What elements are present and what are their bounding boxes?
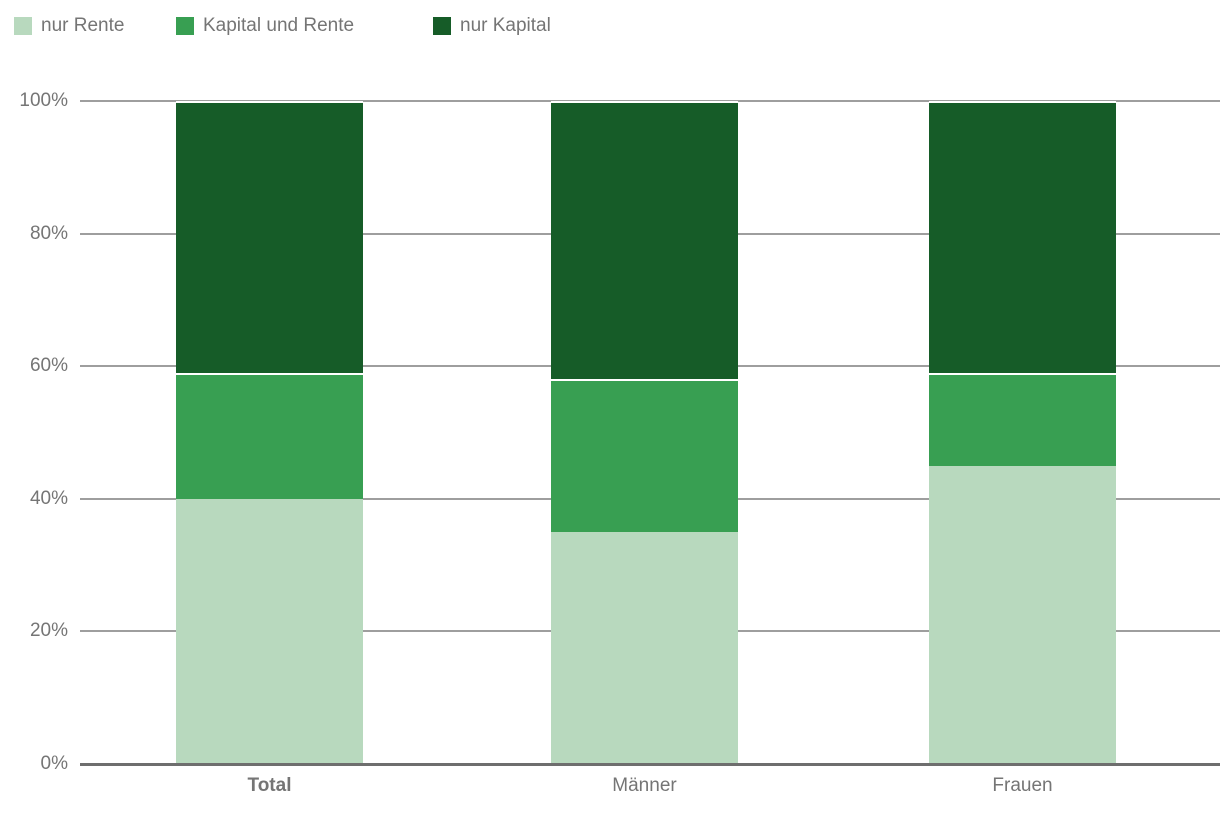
chart-legend: nur Rente Kapital und Rente nur Kapital bbox=[0, 13, 1220, 41]
bar-segment-nur-kapital[interactable] bbox=[929, 101, 1116, 373]
bar-frauen bbox=[929, 101, 1116, 764]
x-axis-category-label: Frauen bbox=[992, 775, 1053, 796]
bar-segment-kapital-und-rente[interactable] bbox=[176, 372, 363, 499]
bar-m-nner bbox=[551, 101, 738, 764]
y-axis-tick-label: 20% bbox=[29, 620, 68, 642]
y-axis-tick-label: 60% bbox=[29, 355, 68, 377]
legend-swatch-icon bbox=[176, 17, 194, 35]
bar-segment-nur-kapital[interactable] bbox=[551, 101, 738, 380]
bar-segment-nur-kapital[interactable] bbox=[176, 101, 363, 373]
legend-swatch-icon bbox=[433, 17, 451, 35]
bar-segment-kapital-und-rente[interactable] bbox=[551, 379, 738, 532]
legend-item-kapital-und-rente[interactable]: Kapital und Rente bbox=[176, 13, 354, 39]
y-axis-tick-label: 40% bbox=[29, 487, 68, 509]
plot-area bbox=[80, 100, 1220, 766]
legend-item-nur-rente[interactable]: nur Rente bbox=[14, 13, 124, 39]
y-axis-tick-label: 0% bbox=[40, 753, 68, 774]
y-axis-tick-label: 100% bbox=[19, 90, 68, 111]
x-axis-baseline bbox=[80, 763, 1220, 766]
x-axis-category-label: Männer bbox=[612, 775, 677, 796]
bar-segment-kapital-und-rente[interactable] bbox=[929, 372, 1116, 466]
bar-segment-nur-rente[interactable] bbox=[929, 465, 1116, 764]
y-axis-tick-label: 80% bbox=[29, 222, 68, 244]
x-axis-category-label: Total bbox=[247, 775, 292, 796]
bar-segment-nur-rente[interactable] bbox=[176, 498, 363, 764]
legend-swatch-icon bbox=[14, 17, 32, 35]
x-axis: Total Männer Frauen bbox=[80, 775, 1220, 805]
legend-item-nur-kapital[interactable]: nur Kapital bbox=[433, 13, 551, 39]
legend-label: Kapital und Rente bbox=[203, 15, 355, 36]
legend-label: nur Kapital bbox=[460, 15, 551, 36]
y-axis: 0% 20% 40% 60% 80% 100% bbox=[0, 90, 68, 774]
bar-total bbox=[176, 101, 363, 764]
legend-label: nur Rente bbox=[41, 15, 125, 36]
bar-segment-nur-rente[interactable] bbox=[551, 531, 738, 764]
gridline bbox=[80, 100, 1220, 102]
